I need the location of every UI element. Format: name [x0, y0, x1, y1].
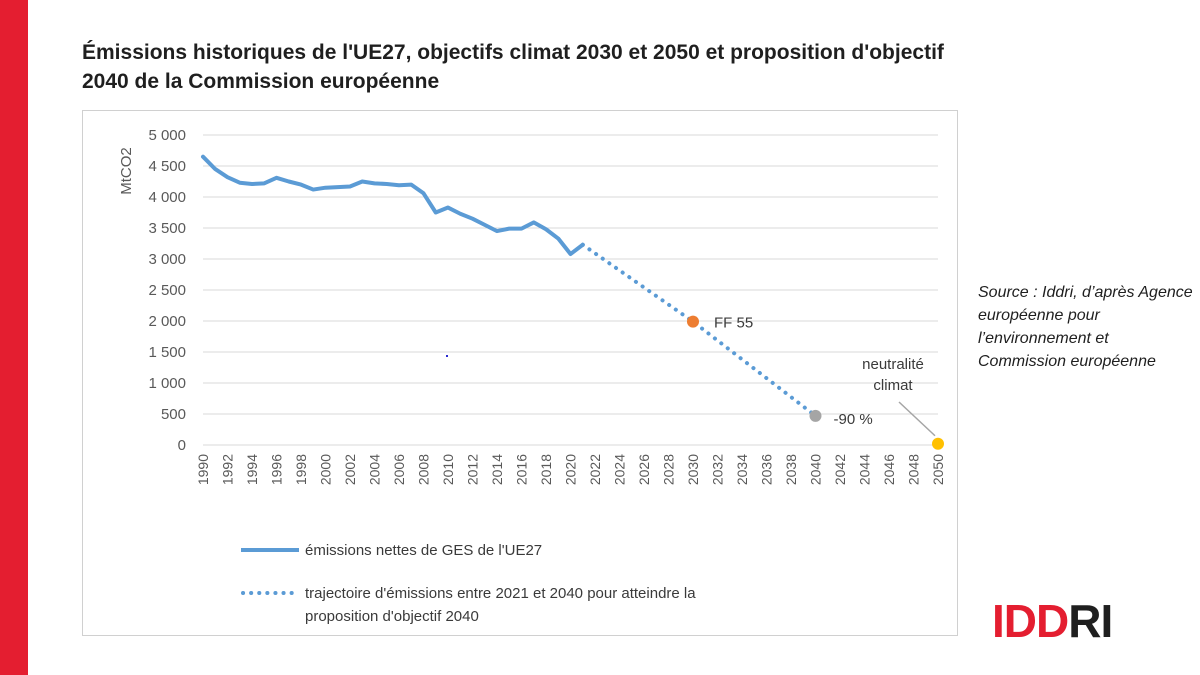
y-tick-label: 3 500	[148, 220, 186, 237]
x-tick-label: 2044	[857, 454, 873, 485]
x-tick-label: 2012	[465, 454, 481, 485]
iddri-logo: IDDRI	[992, 593, 1113, 649]
label-ff55: FF 55	[714, 315, 753, 332]
x-tick-label: 2018	[538, 454, 554, 485]
x-tick-label: 2006	[391, 454, 407, 485]
line-chart: 0 500 1 000 1 500 2 000 2 500 3 000 3 500 4 000 4…	[118, 127, 946, 625]
marker-ff55	[687, 315, 699, 328]
x-tick-label: 2016	[514, 454, 530, 485]
y-tick-label: 4 000	[148, 189, 186, 206]
chart-title: Émissions historiques de l'UE27, objecti…	[82, 41, 944, 93]
trajectory-line	[580, 242, 818, 418]
x-tick-label: 1990	[195, 454, 211, 485]
legend-label-trajectory-line: proposition d'objectif 2040	[305, 608, 479, 625]
x-tick-label: 2020	[563, 454, 579, 485]
x-tick-label: 2000	[318, 454, 334, 485]
x-tick-label: 2004	[367, 454, 383, 485]
y-axis-label: MtCO2	[118, 147, 135, 195]
x-tick-label: 2048	[906, 454, 922, 485]
y-tick-label: 0	[178, 437, 186, 454]
label-minus-90: -90 %	[834, 411, 873, 428]
accent-bar	[0, 0, 28, 675]
marker-2040	[809, 409, 822, 422]
stray-dot	[446, 355, 448, 357]
x-tick-label: 2046	[881, 454, 897, 485]
x-tick-label: 2014	[489, 454, 505, 485]
emissions-line	[201, 154, 585, 257]
logo-part-ri: RI	[1068, 595, 1113, 647]
x-tick-label: 2034	[734, 454, 750, 485]
x-tick-label: 2040	[808, 454, 824, 485]
y-tick-label: 1 000	[148, 375, 186, 392]
x-tick-label: 2038	[783, 454, 799, 485]
marker-neutrality	[932, 437, 944, 450]
y-tick-label: 5 000	[148, 127, 186, 144]
y-tick-label: 3 000	[148, 251, 186, 268]
y-tick-label: 500	[161, 406, 186, 423]
y-tick-label: 2 000	[148, 313, 186, 330]
x-tick-label: 2032	[710, 454, 726, 485]
x-tick-label: 2050	[930, 454, 946, 485]
x-tick-label: 2008	[416, 454, 432, 485]
label-neutrality-line: neutralité	[862, 356, 924, 373]
x-tick-label: 1998	[293, 454, 309, 485]
chart-frame: 0 500 1 000 1 500 2 000 2 500 3 000 3 500 4 000 4…	[82, 110, 958, 636]
source-note: Source : Iddri, d’après Agence européenn…	[978, 284, 1193, 370]
y-tick-label: 1 500	[148, 344, 186, 361]
logo-part-idd: IDD	[992, 595, 1069, 647]
x-tick-label: 1994	[244, 454, 260, 485]
label-neutrality-line: climat	[873, 377, 913, 394]
x-tick-label: 2028	[661, 454, 677, 485]
x-tick-label: 2026	[636, 454, 652, 485]
legend-label-trajectory: trajectoire d'émissions entre 2021 et 20…	[305, 585, 696, 625]
x-tick-label: 2002	[342, 454, 358, 485]
legend-label-emissions: émissions nettes de GES de l'UE27	[305, 542, 542, 559]
x-tick-label: 2010	[440, 454, 456, 485]
x-tick-label: 2042	[832, 454, 848, 485]
x-tick-label: 2024	[612, 454, 628, 485]
leader-line	[898, 401, 936, 437]
legend-label-trajectory-line: trajectoire d'émissions entre 2021 et 20…	[305, 585, 696, 602]
y-tick-label: 4 500	[148, 158, 186, 175]
x-tick-label: 2022	[587, 454, 603, 485]
y-tick-label: 2 500	[148, 282, 186, 299]
x-tick-label: 2030	[685, 454, 701, 485]
x-tick-label: 1996	[269, 454, 285, 485]
label-neutrality: neutralité climat	[862, 356, 924, 394]
x-tick-label: 2036	[759, 454, 775, 485]
x-tick-label: 1992	[220, 454, 236, 485]
